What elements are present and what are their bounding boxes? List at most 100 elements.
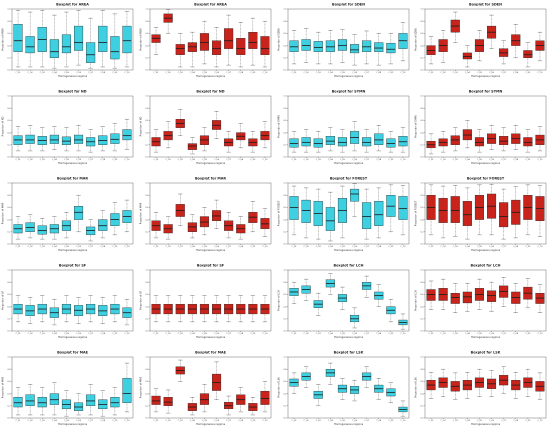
x-tick-label: C_07 xyxy=(88,72,94,74)
x-tick-label: C_09 xyxy=(112,333,118,335)
x-tick-label: C_04 xyxy=(465,333,471,335)
y-tick-label: 0.4 xyxy=(420,132,424,134)
x-tick-label: C_10 xyxy=(124,159,130,161)
box xyxy=(301,39,311,51)
y-tick-label: 0.0 xyxy=(145,244,149,246)
x-tick-label: C_06 xyxy=(489,72,495,74)
panel-title: Boxplot for FOREST xyxy=(330,177,368,181)
x-tick-label: C_05 xyxy=(202,420,208,422)
y-tick-label: 0.8 xyxy=(420,369,424,371)
x-tick-label: C_01 xyxy=(154,159,160,161)
y-axis-label: Proportion of LCH xyxy=(415,290,418,311)
x-tick-label: C_10 xyxy=(400,420,406,422)
y-tick-label: 0.0 xyxy=(145,418,149,420)
y-tick-label: 0.6 xyxy=(283,33,287,35)
y-tick-label: 0.8 xyxy=(145,369,149,371)
box xyxy=(313,138,323,148)
x-tick-label: C_10 xyxy=(400,72,406,74)
box xyxy=(450,293,460,304)
panel-title: Boxplot for SYMN xyxy=(469,90,503,94)
y-tick-label: 1.0 xyxy=(7,183,11,185)
box xyxy=(122,25,132,54)
y-tick-label: 0.2 xyxy=(145,58,149,60)
y-tick-label: 1.0 xyxy=(145,183,149,185)
x-tick-label: C_07 xyxy=(226,333,232,335)
y-tick-label: 0.4 xyxy=(283,393,287,395)
y-tick-label: 1.0 xyxy=(145,96,149,98)
x-tick-label: C_05 xyxy=(340,159,346,161)
x-tick-label: C_03 xyxy=(40,333,46,335)
boxplot-panel: Boxplot for LSK 0.0 0.2 0.4 0.6 0.8 1.0 Proport… xyxy=(276,348,413,435)
y-tick-label: 0.4 xyxy=(283,306,287,308)
x-tick-label: C_06 xyxy=(489,420,495,422)
x-tick-label: C_07 xyxy=(88,333,94,335)
x-tick-label: C_09 xyxy=(250,72,256,74)
x-tick-label: C_06 xyxy=(214,333,220,335)
boxplot-panel: Boxplot for SF 0.0 0.2 0.4 0.6 0.8 1.0 Proporti… xyxy=(0,261,137,348)
y-tick-label: 0.4 xyxy=(420,45,424,47)
x-tick-label: C_09 xyxy=(388,333,394,335)
box xyxy=(374,201,384,226)
x-tick-label: C_10 xyxy=(262,246,268,248)
x-tick-label: C_08 xyxy=(376,72,382,74)
box xyxy=(301,137,311,147)
y-tick-label: 0.0 xyxy=(420,157,424,159)
x-tick-label: C_09 xyxy=(112,246,118,248)
x-tick-label: C_02 xyxy=(304,333,310,335)
x-tick-label: C_09 xyxy=(250,246,256,248)
x-tick-label: C_05 xyxy=(477,246,483,248)
boxplot-panel: Boxplot for MAR 0.0 0.2 0.4 0.6 0.8 1.0 Proport… xyxy=(0,174,137,261)
plot-frame xyxy=(149,182,272,245)
x-tick-label: C_03 xyxy=(178,246,184,248)
box xyxy=(362,40,372,52)
x-tick-label: C_05 xyxy=(477,159,483,161)
x-axis-label: Homogeneous regions xyxy=(196,422,226,426)
x-tick-label: C_08 xyxy=(100,159,106,161)
y-tick-label: 0.2 xyxy=(420,319,424,321)
y-tick-label: 0.4 xyxy=(7,132,11,134)
x-tick-label: C_04 xyxy=(465,72,471,74)
boxplot-panel: Boxplot for SYMN 0.0 0.2 0.4 0.6 0.8 1.0 Propor… xyxy=(413,87,550,174)
y-tick-label: 0.2 xyxy=(145,406,149,408)
boxplot-panel: Boxplot for LSK 0.0 0.2 0.4 0.6 0.8 1.0 Proport… xyxy=(413,348,550,435)
x-tick-label: C_08 xyxy=(238,333,244,335)
y-tick-label: 0.8 xyxy=(283,21,287,23)
box xyxy=(499,136,509,145)
box xyxy=(74,134,84,144)
x-tick-label: C_08 xyxy=(100,420,106,422)
x-tick-label: C_03 xyxy=(316,72,322,74)
y-tick-label: 0.6 xyxy=(420,120,424,122)
y-axis-label: Proportion of SDEN xyxy=(278,28,281,51)
y-tick-label: 0.2 xyxy=(283,319,287,321)
x-tick-label: C_09 xyxy=(388,159,394,161)
x-tick-label: C_07 xyxy=(226,159,232,161)
y-tick-label: 0.6 xyxy=(7,33,11,35)
y-tick-label: 0.6 xyxy=(420,207,424,209)
y-tick-label: 0.6 xyxy=(145,381,149,383)
x-tick-label: C_01 xyxy=(429,72,435,74)
y-tick-label: 1.0 xyxy=(7,96,11,98)
y-tick-label: 0.0 xyxy=(7,331,11,333)
x-tick-label: C_03 xyxy=(316,420,322,422)
x-tick-label: C_03 xyxy=(453,420,459,422)
x-tick-label: C_09 xyxy=(525,246,531,248)
y-tick-label: 0.0 xyxy=(7,418,11,420)
x-tick-label: C_03 xyxy=(178,420,184,422)
y-tick-label: 0.2 xyxy=(420,58,424,60)
x-tick-label: C_02 xyxy=(441,333,447,335)
boxplot-svg: Boxplot for SDEN 0.0 0.2 0.4 0.6 0.8 1.0 Propor… xyxy=(278,3,410,78)
x-tick-label: C_10 xyxy=(400,246,406,248)
x-tick-label: C_08 xyxy=(100,333,106,335)
panel-title: Boxplot for AREA xyxy=(194,3,227,7)
x-tick-label: C_04 xyxy=(328,72,334,74)
box xyxy=(110,36,120,60)
x-tick-label: C_08 xyxy=(100,72,106,74)
x-tick-label: C_08 xyxy=(376,333,382,335)
box xyxy=(301,199,311,223)
y-axis-label: Proportion of FOREST xyxy=(278,200,281,226)
x-tick-label: C_05 xyxy=(340,333,346,335)
box xyxy=(151,395,161,405)
x-tick-label: C_02 xyxy=(304,72,310,74)
x-tick-label: C_02 xyxy=(441,246,447,248)
x-tick-label: C_07 xyxy=(501,72,507,74)
